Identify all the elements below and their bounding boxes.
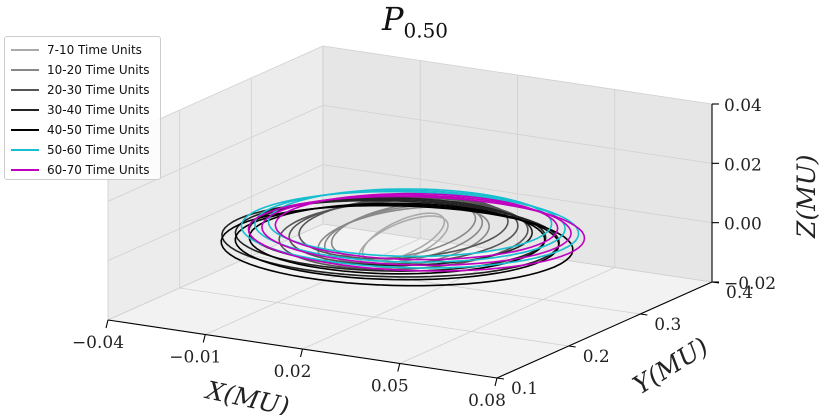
legend-label: 50-60 Time Units xyxy=(47,143,150,157)
x-tick-label: 0.05 xyxy=(371,377,409,397)
legend-label: 60-70 Time Units xyxy=(47,163,150,177)
x-tick-label: 0.02 xyxy=(274,362,312,382)
grid-line-x xyxy=(205,238,421,335)
z-axis-label: Z(MU) xyxy=(792,154,821,239)
y-tick-label: 0.1 xyxy=(511,379,538,399)
y-tick-label: 0.4 xyxy=(726,283,753,303)
orbit-loop xyxy=(267,188,553,258)
grid-line-z xyxy=(322,164,713,224)
chart-title: P0.50 xyxy=(381,0,449,43)
legend-swatch xyxy=(11,109,39,111)
legend-swatch xyxy=(11,149,39,151)
legend-entry: 10-20 Time Units xyxy=(11,60,154,80)
x-tick-label: −0.01 xyxy=(169,348,221,368)
z-tick-label: −0.02 xyxy=(724,274,776,294)
legend-swatch xyxy=(11,49,39,51)
legend-label: 40-50 Time Units xyxy=(47,123,150,137)
grid-line-y xyxy=(179,287,569,347)
legend-label: 10-20 Time Units xyxy=(47,63,150,77)
series-6 xyxy=(240,188,580,269)
legend-swatch xyxy=(11,69,39,71)
legend-entry: 20-30 Time Units xyxy=(11,80,154,100)
orbit-series xyxy=(220,188,586,287)
y-tick-label: 0.3 xyxy=(654,315,681,335)
z-tick-label: 0.04 xyxy=(724,96,762,116)
legend-entry: 30-40 Time Units xyxy=(11,100,154,120)
legend-entry: 7-10 Time Units xyxy=(11,40,154,60)
grid-line-z xyxy=(322,104,713,164)
axis-panes xyxy=(108,46,712,378)
y-tick-label: 0.2 xyxy=(583,347,610,367)
y-axis-label: Y(MU) xyxy=(628,332,713,400)
tick-labels: −0.04 −0.01 0.02 0.05 0.080.1 0.2 0.3 0.4−0.02 0… xyxy=(72,96,776,411)
grid-line-z xyxy=(107,164,324,262)
z-tick-label: 0.00 xyxy=(724,215,762,235)
legend-entry: 50-60 Time Units xyxy=(11,140,154,160)
grid-line-z xyxy=(107,223,324,321)
tick-marks xyxy=(105,103,720,387)
y-axis-line xyxy=(496,281,713,379)
grid-line-z xyxy=(107,104,324,202)
z-tick-label: 0.02 xyxy=(724,155,762,175)
legend-swatch xyxy=(11,129,39,131)
legend-swatch xyxy=(11,169,39,171)
legend-label: 20-30 Time Units xyxy=(47,83,150,97)
legend-swatch xyxy=(11,89,39,91)
x-tick-label: 0.08 xyxy=(468,391,506,411)
legend: 7-10 Time Units 10-20 Time Units 20-30 Tim… xyxy=(4,36,161,180)
side-pane xyxy=(108,46,323,320)
legend-entry: 40-50 Time Units xyxy=(11,120,154,140)
series-7 xyxy=(247,192,586,272)
legend-label: 30-40 Time Units xyxy=(47,103,150,117)
grid-line-z xyxy=(322,45,713,105)
legend-entry: 60-70 Time Units xyxy=(11,160,154,180)
grid-line-x xyxy=(399,267,615,364)
x-tick-label: −0.04 xyxy=(72,333,124,353)
orbit-loop xyxy=(274,192,559,261)
legend-label: 7-10 Time Units xyxy=(47,43,142,57)
